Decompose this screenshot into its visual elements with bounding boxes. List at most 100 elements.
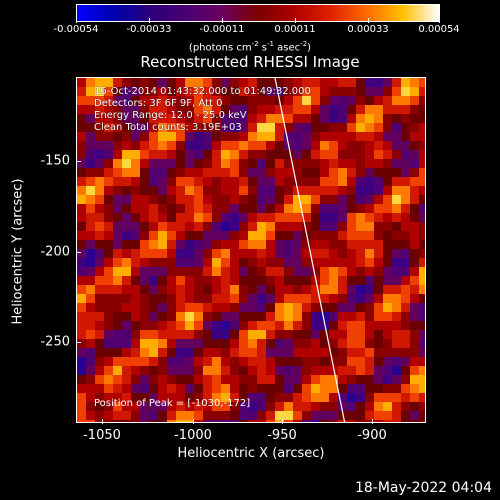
image-pixel [356, 393, 365, 402]
image-pixel [185, 204, 194, 213]
image-pixel [248, 213, 257, 222]
image-pixel [113, 249, 122, 258]
image-pixel [158, 195, 167, 204]
image-pixel [257, 114, 266, 123]
image-pixel [302, 213, 311, 222]
image-pixel [140, 132, 149, 141]
image-pixel [347, 366, 356, 375]
image-pixel [86, 258, 95, 267]
image-pixel [167, 222, 176, 231]
image-pixel [248, 312, 257, 321]
image-pixel [212, 267, 221, 276]
image-pixel [158, 348, 167, 357]
image-pixel [329, 240, 338, 249]
image-pixel [113, 213, 122, 222]
image-pixel [257, 96, 266, 105]
image-pixel [185, 222, 194, 231]
image-pixel [203, 357, 212, 366]
image-pixel [275, 195, 284, 204]
image-pixel [374, 204, 383, 213]
image-pixel [122, 168, 131, 177]
image-pixel [365, 276, 374, 285]
image-pixel [275, 276, 284, 285]
image-pixel [248, 339, 257, 348]
image-pixel [122, 96, 131, 105]
image-pixel [347, 141, 356, 150]
image-pixel [86, 177, 95, 186]
image-pixel [383, 141, 392, 150]
detectors-text: Detectors: 3F 6F 9F, Att 0 [94, 98, 223, 109]
image-pixel [311, 366, 320, 375]
image-pixel [284, 132, 293, 141]
image-pixel [392, 231, 401, 240]
image-pixel [248, 132, 257, 141]
image-pixel [248, 402, 257, 411]
image-pixel [419, 132, 425, 141]
image-pixel [131, 123, 140, 132]
image-pixel [311, 375, 320, 384]
image-pixel [104, 231, 113, 240]
image-pixel [176, 420, 185, 422]
image-pixel [401, 105, 410, 114]
image-pixel [239, 258, 248, 267]
image-pixel [383, 375, 392, 384]
image-pixel [284, 87, 293, 96]
time-range-text: 16-Oct-2014 01:43:32.000 to 01:49:32.000 [94, 86, 311, 97]
image-pixel [131, 186, 140, 195]
image-pixel [356, 366, 365, 375]
image-pixel [86, 357, 95, 366]
image-pixel [113, 78, 122, 87]
image-pixel [185, 267, 194, 276]
image-pixel [122, 132, 131, 141]
image-pixel [104, 321, 113, 330]
image-pixel [221, 87, 230, 96]
image-pixel [365, 204, 374, 213]
image-pixel [230, 420, 239, 422]
image-pixel [113, 114, 122, 123]
image-pixel [167, 123, 176, 132]
image-pixel [401, 411, 410, 420]
x-axis-tick [102, 419, 103, 424]
image-pixel [140, 303, 149, 312]
image-pixel [104, 204, 113, 213]
image-pixel [158, 213, 167, 222]
image-pixel [113, 312, 122, 321]
image-pixel [77, 366, 86, 375]
image-pixel [203, 96, 212, 105]
image-pixel [419, 231, 425, 240]
image-pixel [374, 150, 383, 159]
image-pixel [329, 78, 338, 87]
image-pixel [410, 402, 419, 411]
image-pixel [356, 231, 365, 240]
image-pixel [167, 258, 176, 267]
image-pixel [419, 276, 425, 285]
image-pixel [257, 78, 266, 87]
image-pixel [311, 186, 320, 195]
image-pixel [194, 204, 203, 213]
image-pixel [221, 330, 230, 339]
image-pixel [248, 285, 257, 294]
image-pixel [329, 321, 338, 330]
image-pixel [293, 258, 302, 267]
image-pixel [374, 222, 383, 231]
image-pixel [356, 159, 365, 168]
image-pixel [302, 348, 311, 357]
image-pixel [239, 411, 248, 420]
image-pixel [230, 249, 239, 258]
image-pixel [365, 186, 374, 195]
image-pixel [266, 96, 275, 105]
image-pixel [320, 240, 329, 249]
image-pixel [77, 258, 86, 267]
image-pixel [167, 420, 176, 422]
image-pixel [113, 159, 122, 168]
image-pixel [248, 177, 257, 186]
image-pixel [302, 105, 311, 114]
image-pixel [320, 213, 329, 222]
image-pixel [383, 168, 392, 177]
image-pixel [383, 366, 392, 375]
image-pixel [311, 249, 320, 258]
image-pixel [320, 141, 329, 150]
image-pixel [392, 78, 401, 87]
image-pixel [374, 294, 383, 303]
image-pixel [140, 339, 149, 348]
